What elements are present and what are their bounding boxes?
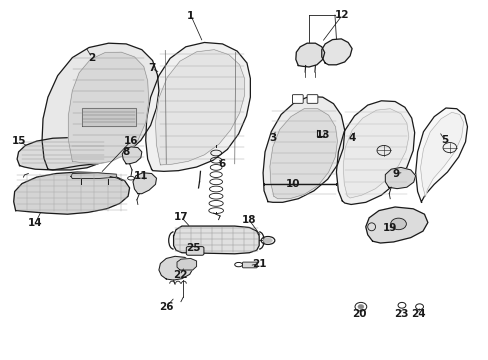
- Polygon shape: [173, 226, 259, 254]
- Text: 1: 1: [187, 11, 194, 21]
- Text: 14: 14: [28, 218, 42, 228]
- FancyBboxPatch shape: [186, 247, 203, 255]
- Text: 26: 26: [159, 302, 173, 312]
- FancyBboxPatch shape: [292, 95, 303, 103]
- Text: 19: 19: [382, 222, 397, 233]
- Text: 4: 4: [347, 132, 355, 143]
- Text: 21: 21: [251, 258, 266, 269]
- Text: 18: 18: [242, 215, 256, 225]
- Text: 10: 10: [285, 179, 300, 189]
- Circle shape: [390, 218, 406, 230]
- Text: 9: 9: [392, 168, 399, 179]
- Text: 3: 3: [269, 132, 276, 143]
- Polygon shape: [82, 108, 136, 126]
- Text: 20: 20: [351, 309, 366, 319]
- Polygon shape: [159, 256, 193, 280]
- Polygon shape: [420, 112, 463, 197]
- Text: 13: 13: [315, 130, 329, 140]
- Text: 17: 17: [173, 212, 188, 222]
- Polygon shape: [71, 173, 116, 179]
- Polygon shape: [336, 101, 414, 204]
- Text: 7: 7: [147, 63, 155, 73]
- FancyBboxPatch shape: [306, 95, 317, 103]
- Circle shape: [357, 305, 363, 309]
- Polygon shape: [343, 109, 408, 198]
- FancyBboxPatch shape: [242, 262, 257, 268]
- Text: 2: 2: [88, 53, 95, 63]
- Polygon shape: [263, 96, 344, 202]
- Text: 8: 8: [122, 147, 129, 157]
- Polygon shape: [321, 39, 351, 65]
- Text: 24: 24: [410, 309, 425, 319]
- Text: 6: 6: [219, 159, 225, 169]
- Polygon shape: [155, 50, 244, 165]
- Polygon shape: [122, 147, 142, 164]
- Text: 25: 25: [185, 243, 200, 253]
- Polygon shape: [177, 258, 196, 270]
- Polygon shape: [365, 207, 427, 243]
- Polygon shape: [133, 173, 156, 194]
- Polygon shape: [17, 138, 106, 170]
- Text: 12: 12: [334, 10, 349, 20]
- Text: 23: 23: [393, 309, 407, 319]
- Ellipse shape: [263, 238, 272, 243]
- Polygon shape: [145, 42, 250, 171]
- Text: 15: 15: [12, 136, 27, 146]
- Polygon shape: [295, 43, 324, 67]
- Polygon shape: [68, 52, 148, 164]
- Polygon shape: [269, 109, 337, 199]
- Text: 16: 16: [123, 136, 138, 146]
- Text: 11: 11: [133, 171, 148, 181]
- Text: 22: 22: [172, 270, 187, 280]
- Polygon shape: [42, 43, 159, 170]
- Text: 5: 5: [441, 135, 447, 145]
- Polygon shape: [385, 167, 415, 189]
- Polygon shape: [415, 108, 467, 202]
- Polygon shape: [14, 172, 129, 214]
